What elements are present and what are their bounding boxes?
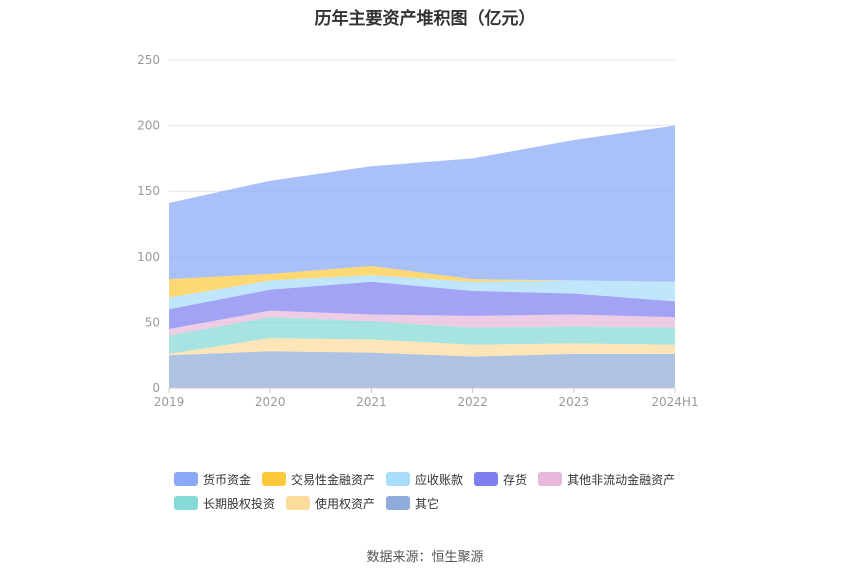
area-series: [169, 125, 675, 388]
area-6: [169, 265, 675, 298]
legend-label: 使用权资产: [315, 496, 376, 511]
legend-label: 其它: [415, 496, 440, 511]
chart-title: 历年主要资产堆积图（亿元）: [314, 9, 536, 29]
source-note: 数据来源：恒生聚源: [366, 550, 484, 565]
legend-swatch: [262, 472, 287, 486]
y-tick-label: 150: [137, 184, 160, 198]
legend-item[interactable]: 货币资金: [174, 470, 251, 488]
area-3: [169, 310, 675, 336]
legend-swatch: [386, 472, 411, 486]
x-tick-label: 2023: [559, 395, 590, 409]
y-tick-label: 250: [137, 53, 160, 67]
legend: 货币资金 交易性金融资产 应收账款 存货 其他非流动金融资产长期股权投资 使用权资产 其它: [174, 470, 714, 518]
x-tick-label: 2022: [457, 395, 488, 409]
legend-item[interactable]: 其它: [386, 494, 439, 512]
area-0: [169, 351, 675, 388]
legend-swatch: [538, 472, 563, 486]
legend-swatch: [286, 496, 311, 510]
legend-label: 应收账款: [415, 472, 464, 487]
legend-swatch: [174, 472, 198, 486]
legend-swatch: [174, 496, 198, 510]
legend-item[interactable]: 长期股权投资: [174, 494, 275, 512]
y-tick-label: 100: [137, 250, 160, 264]
area-2: [169, 317, 675, 354]
area-1: [169, 338, 675, 357]
legend-label: 其他非流动金融资产: [567, 472, 676, 487]
x-tick-label: 2024H1: [651, 395, 698, 409]
legend-label: 交易性金融资产: [291, 472, 376, 487]
legend-label: 存货: [503, 472, 528, 487]
x-tick-label: 2021: [356, 395, 387, 409]
legend-label: 货币资金: [203, 472, 252, 487]
x-tick-label: 2019: [154, 395, 185, 409]
y-tick-label: 0: [152, 381, 160, 395]
y-tick-label: 200: [137, 119, 160, 133]
legend-swatch: [474, 472, 499, 486]
x-axis: 2019 2020 2021 2022 2023 2024H1: [154, 387, 699, 409]
legend-item[interactable]: 其他非流动金融资产: [538, 470, 675, 488]
legend-item[interactable]: 使用权资产: [286, 494, 375, 512]
legend-swatch: [386, 496, 411, 510]
area-4: [169, 281, 675, 329]
legend-item[interactable]: 存货: [474, 470, 527, 488]
area-7: [169, 125, 675, 282]
area-5: [169, 275, 675, 310]
stacked-area-chart: 2019 2020 2021 2022 2023 2024H1 0 50 100 150 200 2…: [137, 53, 699, 409]
legend-item[interactable]: 应收账款: [386, 470, 463, 488]
y-tick-label: 50: [145, 315, 160, 329]
y-axis: 0 50 100 150 200 250: [137, 53, 160, 395]
legend-item[interactable]: 交易性金融资产: [262, 470, 375, 488]
legend-label: 长期股权投资: [203, 496, 276, 511]
x-tick-label: 2020: [255, 395, 286, 409]
